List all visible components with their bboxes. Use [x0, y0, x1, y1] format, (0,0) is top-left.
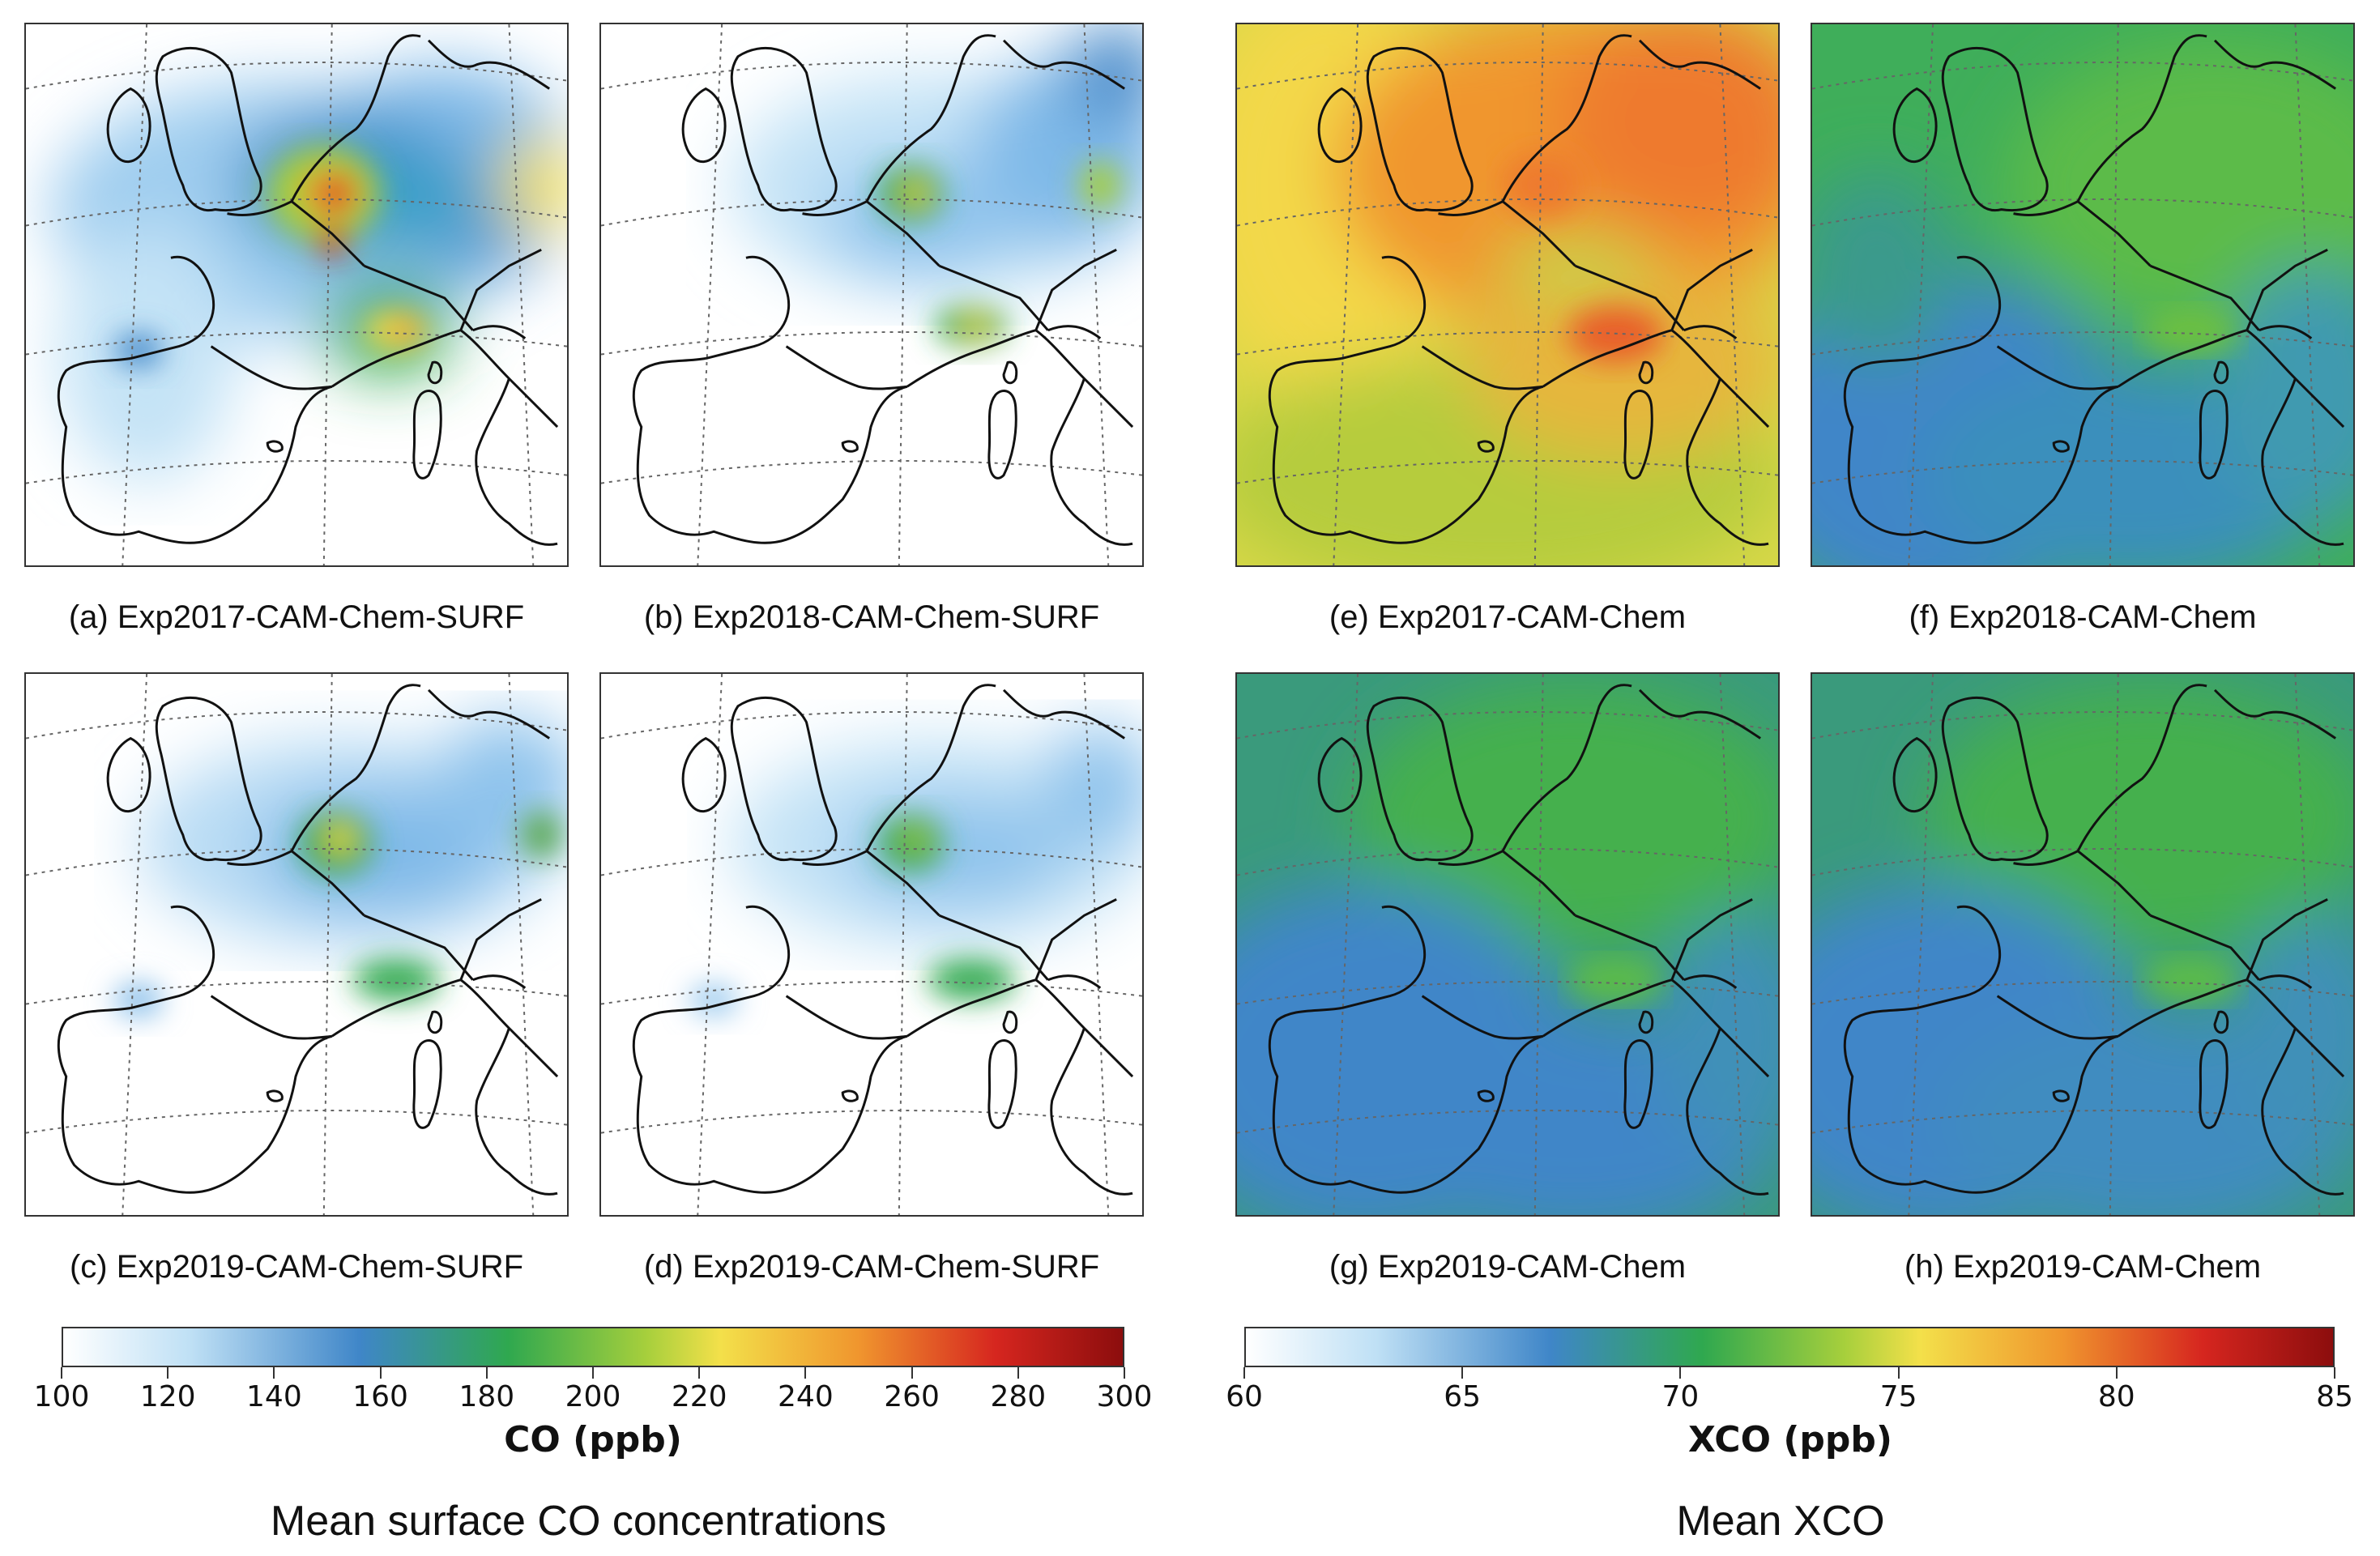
xco-tick-label: 60	[1226, 1380, 1263, 1413]
co-tick-label: 260	[884, 1380, 940, 1413]
co-colorbar	[62, 1327, 1124, 1367]
xco-tick-mark	[2115, 1367, 2118, 1379]
co-tick-label: 120	[139, 1380, 196, 1413]
section-title-right: Mean XCO	[1676, 1498, 1885, 1545]
xco-tick-label: 75	[1879, 1380, 1917, 1413]
xco-tick-label: 65	[1444, 1380, 1482, 1413]
co-tick-label: 160	[352, 1380, 408, 1413]
panel-caption-h: (h) Exp2019-CAM-Chem	[1904, 1249, 2262, 1285]
co-tick-mark	[167, 1367, 169, 1379]
xco-tick-label: 80	[2097, 1380, 2135, 1413]
co-tick-mark	[379, 1367, 382, 1379]
co-tick-label: 200	[565, 1380, 621, 1413]
map-panel-f	[1811, 23, 2355, 567]
xco-tick-mark	[2334, 1367, 2335, 1379]
map-panel-e	[1235, 23, 1780, 567]
map-b	[601, 24, 1142, 565]
co-tick-label: 180	[459, 1380, 515, 1413]
co-tick-mark	[911, 1367, 913, 1379]
co-tick-mark	[592, 1367, 594, 1379]
co-tick-label: 280	[990, 1380, 1047, 1413]
map-d	[601, 674, 1142, 1215]
map-panel-c	[24, 672, 569, 1217]
co-tick-mark	[1017, 1367, 1019, 1379]
co-tick-mark	[485, 1367, 488, 1379]
co-tick-mark	[273, 1367, 275, 1379]
map-g	[1237, 674, 1778, 1215]
map-e	[1237, 24, 1778, 565]
xco-tick-label: 85	[2316, 1380, 2353, 1413]
xco-tick-mark	[1897, 1367, 1900, 1379]
co-tick-label: 300	[1096, 1380, 1153, 1413]
xco-tick-mark	[1461, 1367, 1464, 1379]
co-tick-mark	[1124, 1367, 1125, 1379]
xco-tick-mark	[1243, 1367, 1245, 1379]
xco-tick-mark	[1679, 1367, 1682, 1379]
co-tick-mark	[698, 1367, 701, 1379]
map-a	[26, 24, 567, 565]
map-c	[26, 674, 567, 1215]
map-panel-a	[24, 23, 569, 567]
section-title-left: Mean surface CO concentrations	[270, 1498, 887, 1545]
co-colorbar-label: CO (ppb)	[504, 1419, 682, 1460]
xco-tick-label: 70	[1661, 1380, 1700, 1413]
co-tick-label: 140	[246, 1380, 302, 1413]
co-tick-mark	[61, 1367, 62, 1379]
map-f	[1812, 24, 2353, 565]
panel-caption-a: (a) Exp2017-CAM-Chem-SURF	[68, 599, 525, 635]
co-tick-label: 220	[671, 1380, 727, 1413]
panel-caption-d: (d) Exp2019-CAM-Chem-SURF	[643, 1249, 1100, 1285]
xco-colorbar-label: XCO (ppb)	[1687, 1419, 1893, 1460]
map-panel-h	[1811, 672, 2355, 1217]
co-tick-label: 240	[778, 1380, 834, 1413]
panel-caption-b: (b) Exp2018-CAM-Chem-SURF	[643, 599, 1100, 635]
co-tick-mark	[804, 1367, 807, 1379]
map-panel-b	[599, 23, 1144, 567]
co-tick-label: 100	[33, 1380, 90, 1413]
panel-caption-c: (c) Exp2019-CAM-Chem-SURF	[69, 1249, 524, 1285]
map-panel-d	[599, 672, 1144, 1217]
panel-caption-e: (e) Exp2017-CAM-Chem	[1329, 599, 1687, 635]
map-panel-g	[1235, 672, 1780, 1217]
map-h	[1812, 674, 2353, 1215]
panel-caption-f: (f) Exp2018-CAM-Chem	[1909, 599, 2257, 635]
panel-caption-g: (g) Exp2019-CAM-Chem	[1329, 1249, 1687, 1285]
xco-colorbar	[1244, 1327, 2335, 1367]
